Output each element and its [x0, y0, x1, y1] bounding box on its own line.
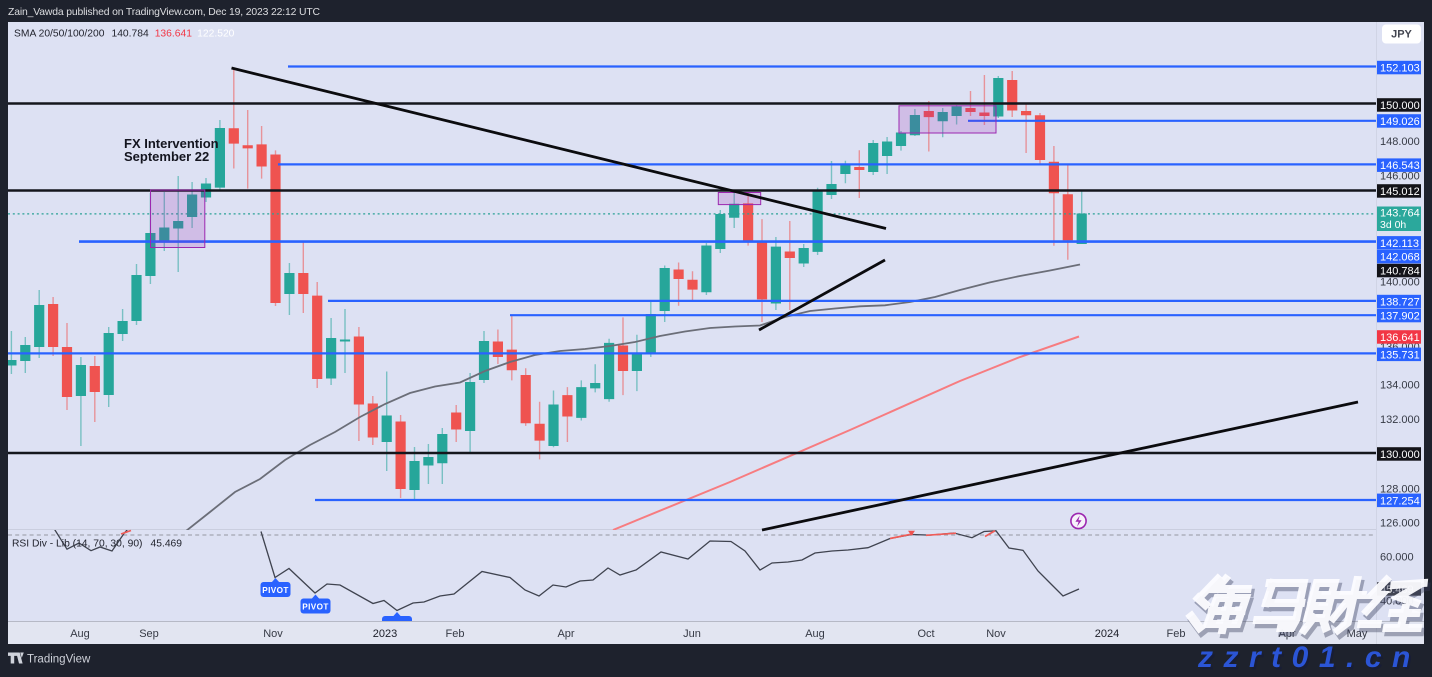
svg-text:Nov: Nov: [263, 628, 283, 640]
svg-text:JPY: JPY: [1391, 29, 1412, 41]
svg-text:FX Intervention: FX Intervention: [124, 136, 219, 151]
svg-text:TradingView: TradingView: [27, 654, 91, 666]
svg-text:May: May: [1347, 628, 1368, 640]
svg-text:Nov: Nov: [986, 628, 1006, 640]
svg-text:142.068: 142.068: [1380, 252, 1420, 264]
svg-text:134.000: 134.000: [1380, 379, 1420, 391]
svg-text:zzrt01.cn: zzrt01.cn: [1199, 644, 1423, 673]
svg-text:Jun: Jun: [683, 628, 701, 640]
svg-text:152.103: 152.103: [1380, 63, 1420, 75]
svg-text:PIVOT: PIVOT: [302, 602, 329, 611]
svg-text:Feb: Feb: [446, 628, 465, 640]
svg-text:130.000: 130.000: [1380, 449, 1420, 461]
svg-text:RSI Div - Lib (14, 70, 30, 90): RSI Div - Lib (14, 70, 30, 90) 45.469: [12, 539, 182, 550]
svg-text:148.000: 148.000: [1380, 136, 1420, 148]
svg-text:September 22: September 22: [124, 149, 209, 164]
svg-text:Zain_Vawda published on Tradin: Zain_Vawda published on TradingView.com,…: [8, 7, 321, 18]
svg-text:149.026: 149.026: [1380, 116, 1420, 128]
svg-text:Apr: Apr: [557, 628, 574, 640]
svg-text:3d 0h: 3d 0h: [1380, 219, 1406, 231]
svg-text:143.764: 143.764: [1380, 208, 1420, 220]
svg-text:Oct: Oct: [917, 628, 934, 640]
svg-text:135.731: 135.731: [1380, 349, 1420, 361]
svg-text:132.000: 132.000: [1380, 414, 1420, 426]
svg-text:128.000: 128.000: [1380, 484, 1420, 496]
svg-text:138.727: 138.727: [1380, 297, 1420, 309]
svg-text:2024: 2024: [1095, 628, 1119, 640]
svg-text:Feb: Feb: [1167, 628, 1186, 640]
svg-text:140.784: 140.784: [1380, 266, 1420, 278]
svg-text:zzrt01.cn: zzrt01.cn: [1197, 641, 1421, 672]
svg-text:136.641: 136.641: [1380, 332, 1420, 344]
svg-text:140.000: 140.000: [1380, 277, 1420, 289]
svg-text:146.543: 146.543: [1380, 160, 1420, 172]
svg-text:Sep: Sep: [139, 628, 159, 640]
svg-text:60.000: 60.000: [1380, 551, 1414, 563]
svg-text:PIVOT: PIVOT: [262, 586, 289, 595]
svg-text:2023: 2023: [373, 628, 397, 640]
svg-text:146.000: 146.000: [1380, 171, 1420, 183]
svg-text:142.113: 142.113: [1380, 238, 1419, 250]
svg-text:126.000: 126.000: [1380, 518, 1420, 530]
svg-text:127.254: 127.254: [1380, 495, 1420, 507]
svg-text:137.902: 137.902: [1380, 311, 1420, 323]
svg-text:Aug: Aug: [70, 628, 90, 640]
svg-text:Aug: Aug: [805, 628, 825, 640]
svg-text:150.000: 150.000: [1380, 100, 1420, 112]
svg-text:145.012: 145.012: [1380, 186, 1420, 198]
svg-text:PIVOT: PIVOT: [384, 620, 411, 629]
